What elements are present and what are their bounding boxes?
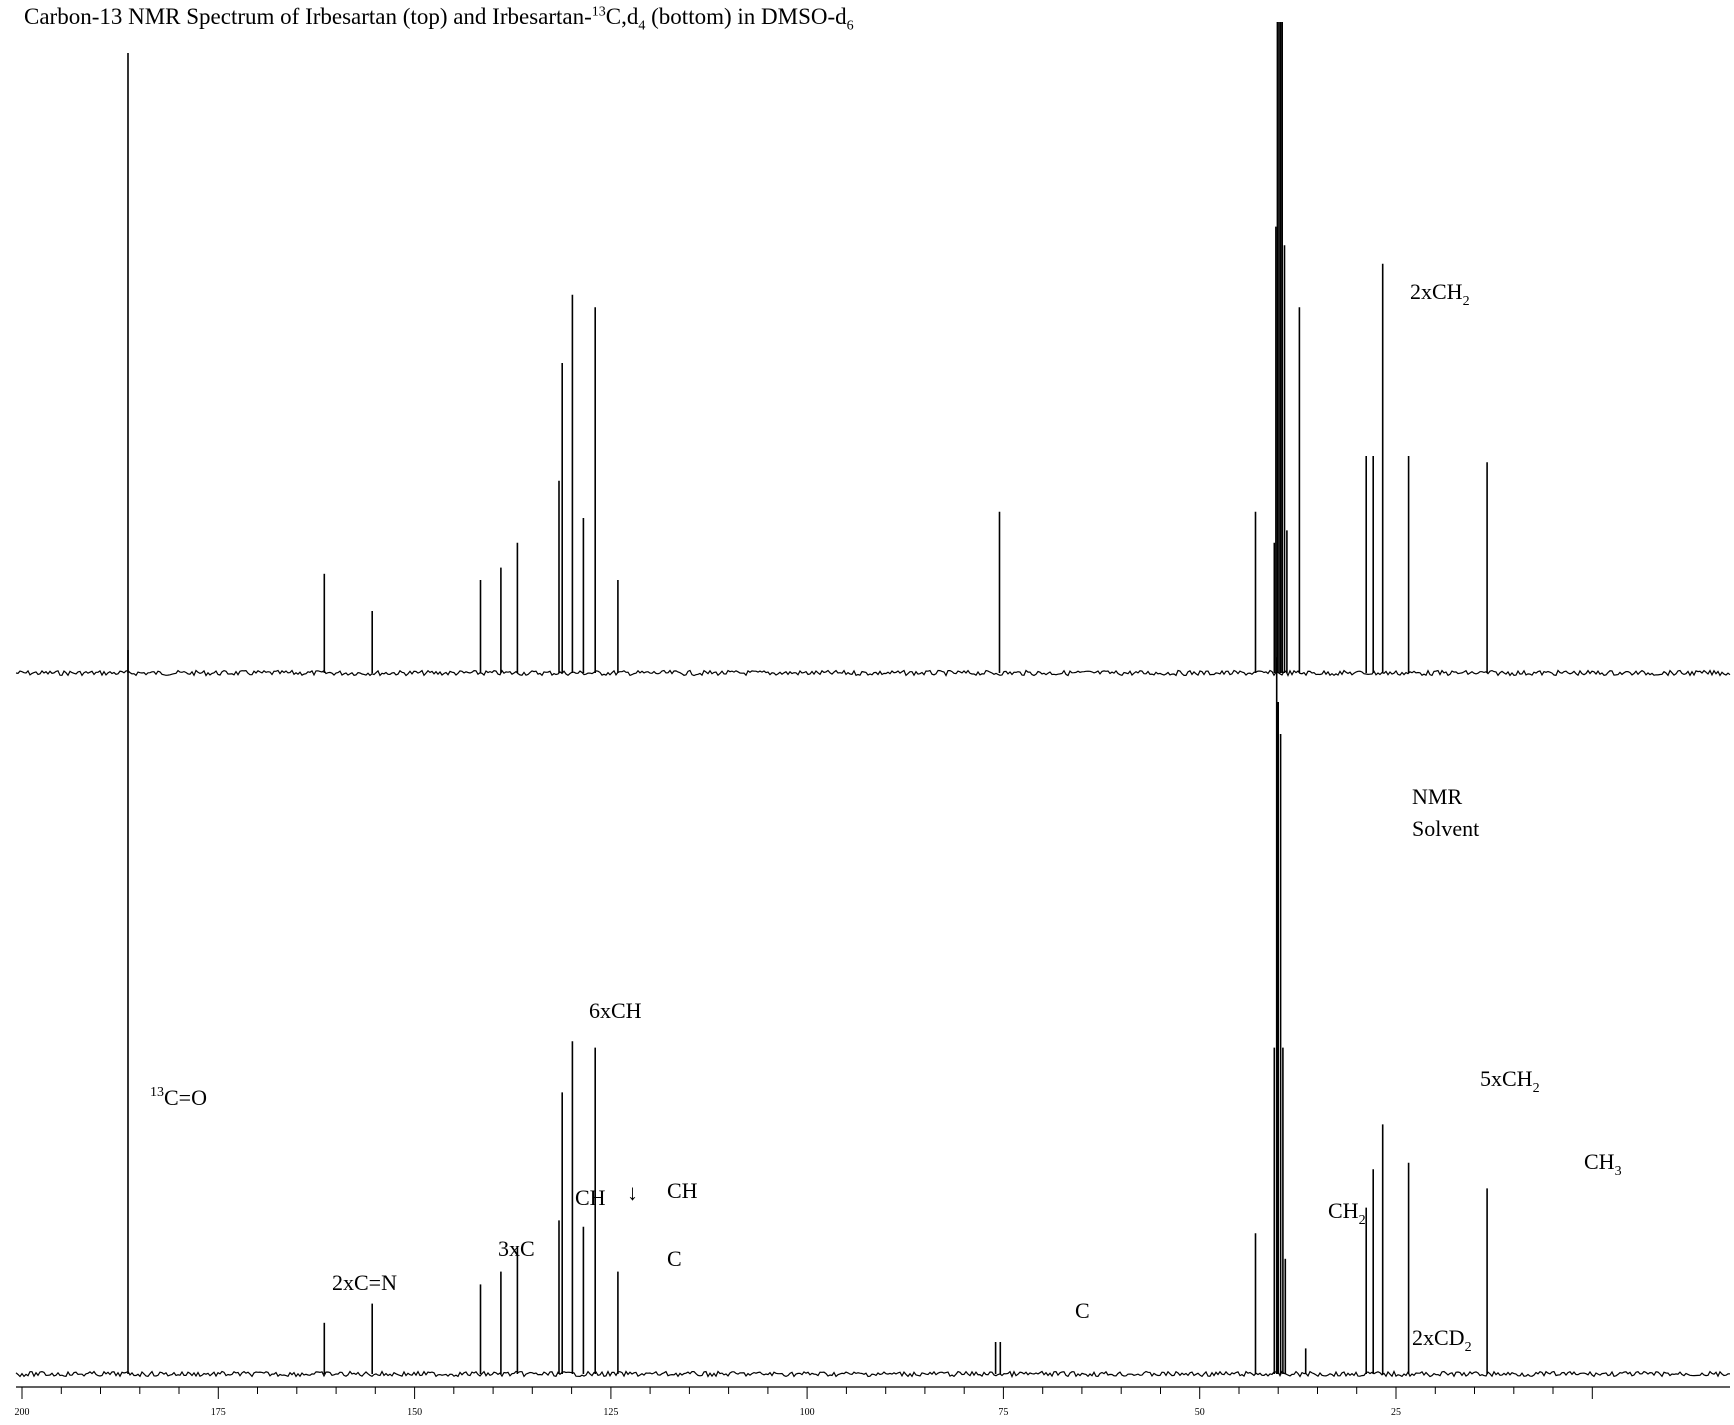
x-tick-label-50: 50: [1195, 1407, 1205, 1418]
annotation-6: ↓: [627, 1180, 638, 1205]
x-tick-label-200: 200: [15, 1407, 30, 1418]
title-sub1: 4: [638, 18, 646, 34]
annotation-4: 13C=O: [150, 1085, 207, 1110]
annotation-10: 2xC=N: [332, 1270, 397, 1295]
baseline-bottom: [15, 1369, 1731, 1379]
annotation-0: 2xCH2: [1410, 279, 1470, 309]
annotation-11: C: [1075, 1298, 1090, 1323]
title-sup: 13: [591, 4, 606, 20]
x-tick-label-100: 100: [800, 1407, 815, 1418]
title-prefix: Carbon-13 NMR Spectrum of Irbesartan (to…: [24, 4, 592, 29]
x-tick-label-150: 150: [407, 1407, 422, 1418]
title-mid: C,d: [605, 4, 639, 29]
baseline-top: [15, 669, 1731, 677]
annotation-2: Solvent: [1412, 816, 1479, 841]
annotation-5: CH: [575, 1185, 606, 1210]
annotation-8: C: [667, 1246, 682, 1271]
annotation-15: CH3: [1584, 1149, 1622, 1179]
x-tick-label-125: 125: [603, 1407, 618, 1418]
annotation-3: 6xCH: [589, 998, 642, 1023]
annotation-7: CH: [667, 1178, 698, 1203]
annotation-13: 2xCD2: [1412, 1325, 1472, 1355]
title-mid2: (bottom) in DMSO-d: [645, 4, 847, 29]
spectra: [15, 22, 1731, 1379]
annotation-9: 3xC: [498, 1236, 535, 1261]
annotation-14: 5xCH2: [1480, 1066, 1540, 1096]
title-sub2: 6: [846, 18, 854, 34]
x-tick-label-25: 25: [1391, 1407, 1401, 1418]
x-tick-label-175: 175: [211, 1407, 226, 1418]
chart-title: Carbon-13 NMR Spectrum of Irbesartan (to…: [24, 4, 854, 35]
x-tick-label-75: 75: [998, 1407, 1008, 1418]
annotations: 2xCH2 NMR Solvent 6xCH 13C=O CH ↓ CH C 3xC 2xC=N C C…: [150, 279, 1622, 1355]
x-axis: 200 175 150 125 100 75 50 25: [15, 1386, 1730, 1418]
annotation-12: CH2: [1328, 1198, 1366, 1228]
annotation-1: NMR: [1412, 784, 1462, 809]
